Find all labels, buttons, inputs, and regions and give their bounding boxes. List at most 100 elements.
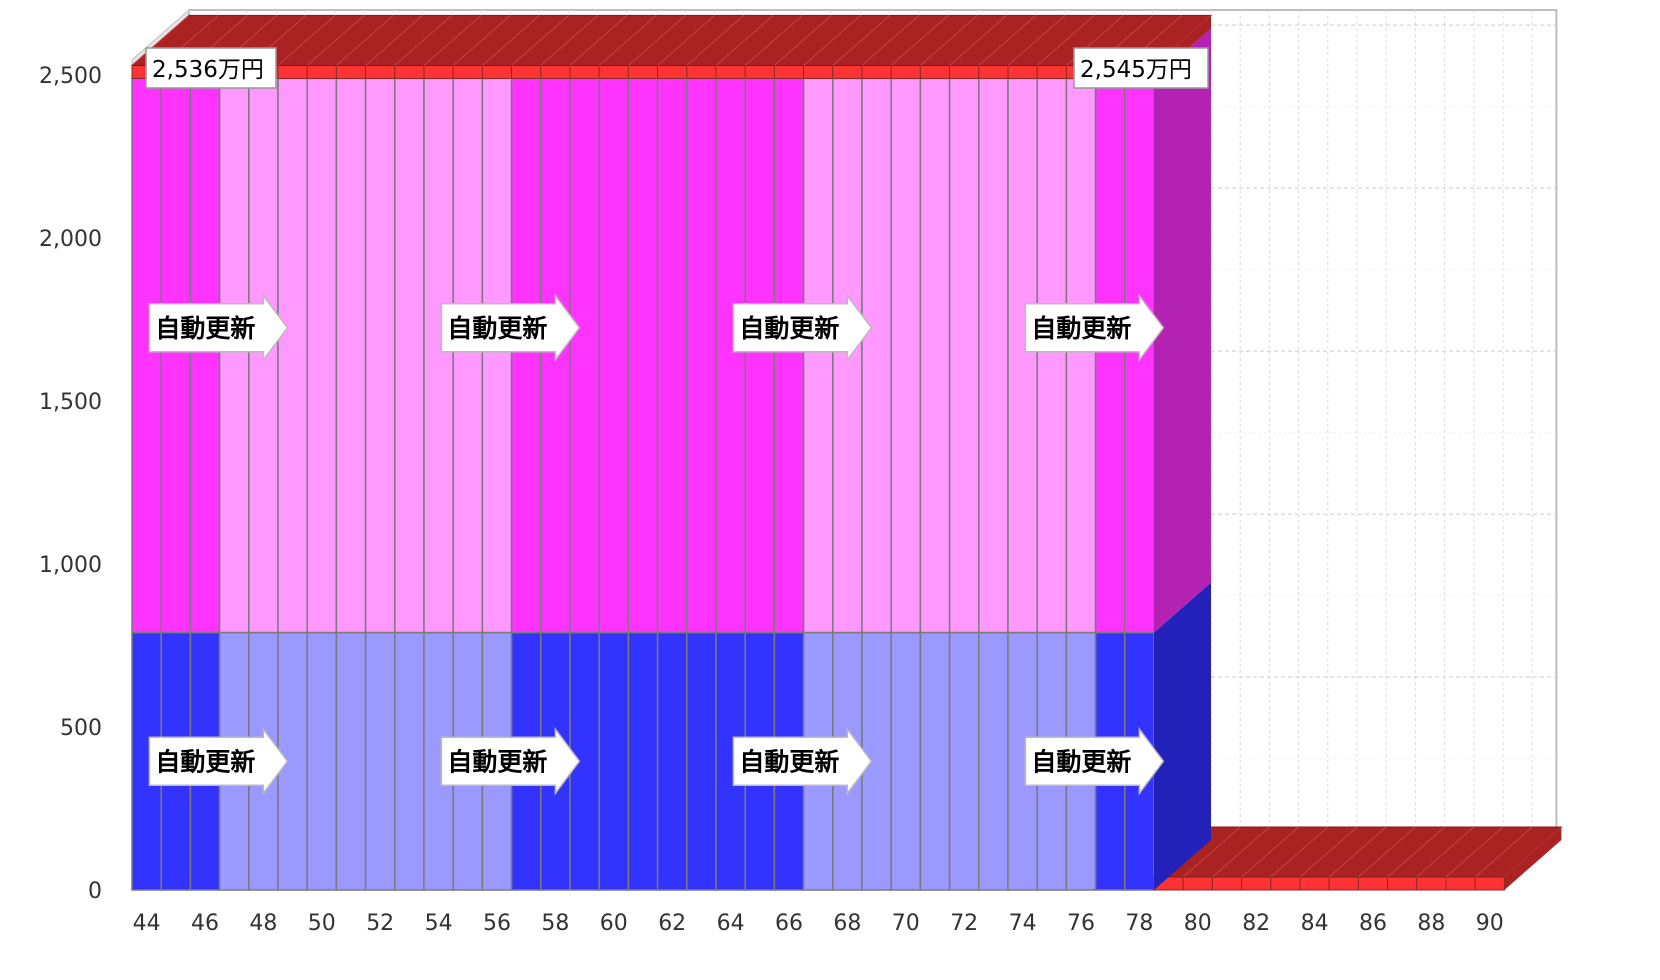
- auto-renew-label-text: 自動更新: [447, 747, 547, 776]
- cap-top-divider: [1328, 826, 1387, 878]
- bar-upper: [218, 77, 250, 634]
- x-tick-label: 84: [1301, 911, 1329, 936]
- cap-top-divider: [803, 15, 861, 66]
- x-tick-label: 54: [425, 911, 453, 936]
- cap-top-divider: [1474, 826, 1533, 878]
- bar-cap: [481, 64, 513, 79]
- cap-top-divider: [394, 15, 453, 66]
- bar-cap: [452, 64, 483, 79]
- cap-top-divider: [890, 15, 949, 66]
- cap-top-divider: [1241, 826, 1299, 878]
- bar-upper: [744, 77, 776, 634]
- y-tick-label: 0: [88, 879, 102, 904]
- cap-top-divider: [306, 15, 365, 66]
- x-tick-label: 76: [1067, 911, 1095, 936]
- bar-cap: [1182, 876, 1213, 891]
- bar-cap: [540, 64, 571, 79]
- bar-cap: [1241, 876, 1272, 891]
- auto-renew-arrow-label: 自動更新: [440, 727, 581, 796]
- cap-top-divider: [569, 15, 628, 66]
- auto-renew-arrow-label: 自動更新: [732, 293, 873, 363]
- bar-upper: [160, 77, 192, 634]
- x-tick-label: 86: [1359, 911, 1387, 936]
- bar-cap: [1211, 876, 1243, 891]
- bar-upper: [452, 77, 484, 634]
- x-tick-label: 60: [600, 911, 628, 936]
- x-tick-label: 58: [541, 911, 569, 936]
- x-tick-label: 82: [1242, 911, 1270, 936]
- auto-renew-arrow-label: 自動更新: [440, 293, 581, 363]
- bar-upper: [598, 77, 630, 634]
- cap-top-divider: [365, 15, 423, 66]
- auto-renew-label-text: 自動更新: [155, 314, 255, 343]
- arrow-shape: [732, 293, 873, 363]
- arrow-shape: [148, 727, 289, 796]
- bar-upper: [364, 77, 396, 634]
- bar-cap: [1328, 876, 1359, 891]
- annotation-text: 2,536万円: [152, 57, 264, 83]
- auto-renew-label-text: 自動更新: [155, 747, 255, 776]
- bar-cap: [1007, 64, 1038, 79]
- bar-cap: [627, 64, 659, 79]
- cap-top-divider: [861, 15, 920, 66]
- cap-top-divider: [1182, 826, 1241, 878]
- bar-lower: [686, 631, 717, 891]
- cap-top-divider: [1212, 826, 1270, 878]
- cap-top-divider: [336, 15, 394, 66]
- bar-upper: [423, 77, 454, 634]
- bar-cap: [832, 64, 863, 79]
- bar-lower: [890, 631, 922, 891]
- cap-top-divider: [598, 15, 657, 66]
- y-tick-label: 1,500: [39, 390, 102, 415]
- bar-lower: [335, 631, 367, 891]
- cap-top-divider: [511, 15, 569, 66]
- arrow-shape: [148, 293, 289, 363]
- x-tick-label: 52: [366, 911, 394, 936]
- arrow-shape: [1024, 727, 1165, 796]
- bar-cap: [949, 64, 980, 79]
- x-tick-label: 68: [833, 911, 861, 936]
- bar-lower: [598, 631, 630, 891]
- x-tick-label: 70: [892, 911, 920, 936]
- bar-upper: [306, 77, 338, 634]
- bar-cap: [569, 64, 600, 79]
- bar-lower: [364, 631, 396, 891]
- cap-top-face: [130, 14, 1213, 66]
- cap-top-divider: [657, 15, 715, 66]
- x-tick-label: 50: [308, 911, 336, 936]
- bar-cap: [365, 64, 396, 79]
- bar-cap: [1387, 876, 1418, 891]
- bar-lower: [948, 631, 980, 891]
- bar-cap: [306, 64, 337, 79]
- side-face-upper: [1154, 28, 1211, 633]
- cap-top-divider: [832, 15, 891, 66]
- x-tick-label: 66: [775, 911, 803, 936]
- bar-upper: [189, 77, 221, 634]
- bar-cap: [803, 64, 834, 79]
- y-tick-label: 2,500: [39, 64, 102, 89]
- bar-upper: [277, 77, 308, 634]
- bar-lower: [919, 631, 951, 891]
- cap-top-divider: [1270, 826, 1329, 878]
- bar-upper: [335, 77, 367, 634]
- bar-upper: [131, 77, 162, 634]
- bar-cap: [978, 64, 1009, 79]
- bar-upper: [861, 77, 892, 634]
- bar-cap: [1036, 64, 1067, 79]
- x-tick-label: 74: [1009, 911, 1037, 936]
- y-axis-ticks: 0 500 1,000 1,500 2,000 2,500: [39, 64, 102, 904]
- cap-top-divider: [715, 15, 774, 66]
- bar-upper: [1065, 77, 1097, 634]
- y-tick-label: 1,000: [39, 553, 102, 578]
- total-value-annotation: 2,545万円: [1073, 47, 1209, 89]
- arrow-shape: [440, 727, 581, 796]
- side-face-cap-end: [1504, 826, 1562, 890]
- bar-cap: [744, 64, 775, 79]
- bar-upper: [510, 77, 542, 634]
- bar-cap: [773, 64, 805, 79]
- bar-cap: [657, 64, 688, 79]
- x-tick-label: 64: [717, 911, 745, 936]
- bar-upper: [715, 77, 746, 634]
